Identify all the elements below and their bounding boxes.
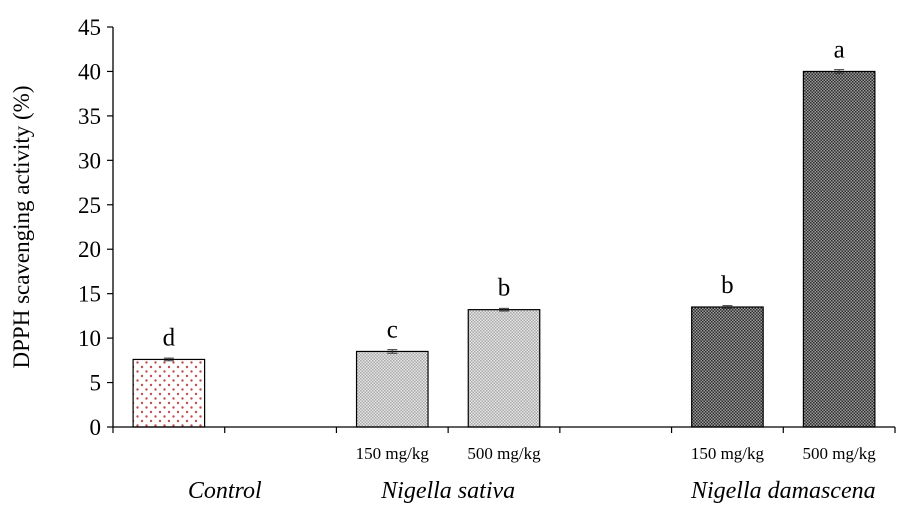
y-tick-label: 40 [78, 59, 101, 84]
y-tick-label: 45 [78, 15, 101, 40]
x-axis [112, 426, 896, 433]
y-tick-label: 25 [78, 193, 101, 218]
bar-4 [802, 70, 876, 428]
y-tick-label: 0 [90, 415, 102, 440]
significance-letter: a [834, 36, 845, 63]
significance-letter: c [387, 316, 398, 343]
significance-letter: b [498, 275, 511, 302]
y-tick-label: 35 [78, 104, 101, 129]
dose-label: 150 mg/kg [356, 444, 430, 463]
group-label: Control [188, 478, 262, 504]
y-tick-label: 15 [78, 282, 101, 307]
group-label: Nigella sativa [380, 478, 515, 504]
bar-3 [691, 306, 764, 428]
y-tick-label: 10 [78, 326, 101, 351]
significance-letter: b [721, 272, 734, 299]
bar-2 [467, 309, 541, 428]
dose-label: 500 mg/kg [803, 444, 877, 463]
bars: d c b b a [132, 36, 876, 428]
y-tick-label: 5 [90, 371, 102, 396]
y-axis-title: DPPH scavenging activity (%) [9, 86, 34, 369]
y-axis-ticks: 0 5 10 15 20 25 30 35 40 45 [78, 15, 113, 440]
dose-label: 150 mg/kg [691, 444, 765, 463]
bar-1 [355, 350, 429, 428]
significance-letter: d [163, 324, 176, 351]
y-tick-label: 30 [78, 148, 101, 173]
bar-0 [132, 358, 206, 428]
group-label: Nigella damascena [690, 478, 876, 504]
y-tick-label: 20 [78, 237, 101, 262]
dose-label: 500 mg/kg [467, 444, 541, 463]
x-axis-labels: 150 mg/kg 500 mg/kg 150 mg/kg 500 mg/kg Cont… [188, 444, 876, 504]
